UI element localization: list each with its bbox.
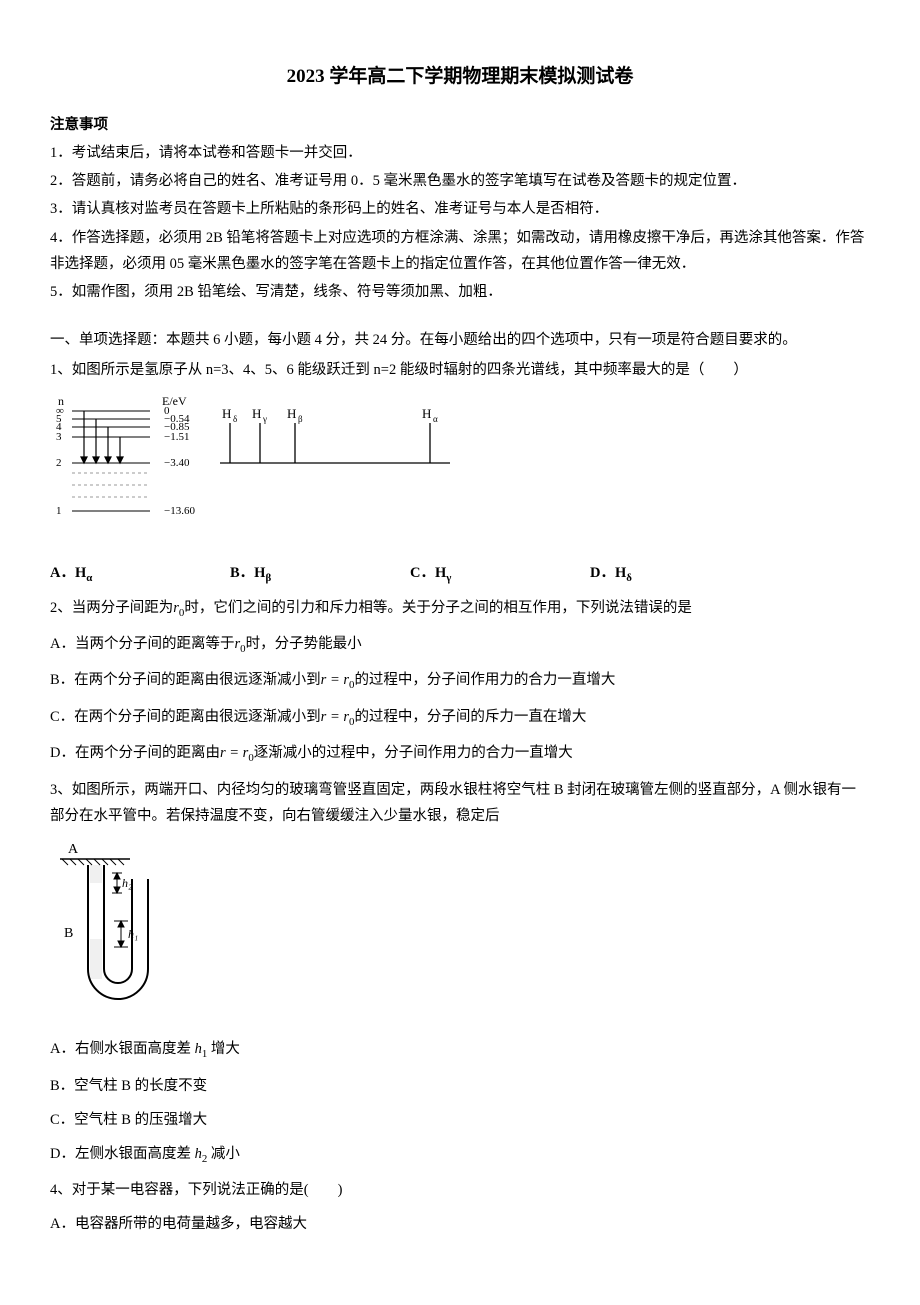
- svg-text:H: H: [287, 406, 296, 421]
- q4-stem: 4、对于某一电容器，下列说法正确的是( ): [50, 1177, 870, 1203]
- q3-opt-a: A．右侧水银面高度差 h1 增大: [50, 1036, 870, 1064]
- q1-opt-c: C．Hγ: [410, 560, 590, 588]
- q3-opt-c: C．空气柱 B 的压强增大: [50, 1107, 870, 1133]
- q3-label-a: A: [68, 842, 79, 857]
- svg-text:β: β: [298, 414, 303, 424]
- q2-opt-c: C．在两个分子间的距离由很远逐渐减小到r = r0的过程中，分子间的斥力一直在增…: [50, 704, 870, 732]
- q1-opt-a: A．Hα: [50, 560, 230, 588]
- q2-stem: 2、当两分子间距为r0时，它们之间的引力和斥力相等。关于分子之间的相互作用，下列…: [50, 595, 870, 623]
- svg-text:H: H: [422, 406, 431, 421]
- q1-options: A．Hα B．Hβ C．Hγ D．Hδ: [50, 560, 870, 588]
- svg-text:H: H: [252, 406, 261, 421]
- svg-text:1: 1: [56, 505, 62, 517]
- svg-text:γ: γ: [262, 414, 267, 424]
- q3-label-b: B: [64, 926, 73, 941]
- q2-opt-b: B．在两个分子间的距离由很远逐渐减小到r = r0的过程中，分子间作用力的合力一…: [50, 667, 870, 695]
- q3-label-h2: h₂: [122, 876, 132, 890]
- svg-text:−13.60: −13.60: [164, 505, 195, 517]
- page-title: 2023 学年高二下学期物理期末模拟测试卷: [50, 60, 870, 94]
- q3-label-h1: h₁: [128, 927, 138, 941]
- instruction-3: 3．请认真核对监考员在答题卡上所粘贴的条形码上的姓名、准考证号与本人是否相符．: [50, 196, 870, 222]
- instruction-4: 4．作答选择题，必须用 2B 铅笔将答题卡上对应选项的方框涂满、涂黑；如需改动，…: [50, 225, 870, 277]
- q1-diagram: n E/eV ∞ 5 4 3 2 1 0 −0.54 −0.85 −1.51 −…: [50, 393, 870, 542]
- section1-intro: 一、单项选择题：本题共 6 小题，每小题 4 分，共 24 分。在每小题给出的四…: [50, 327, 870, 353]
- q4-opt-a: A．电容器所带的电荷量越多，电容越大: [50, 1211, 870, 1237]
- q3-stem: 3、如图所示，两端开口、内径均匀的玻璃弯管竖直固定，两段水银柱将空气柱 B 封闭…: [50, 777, 870, 829]
- q3-diagram: A B: [50, 839, 870, 1018]
- q1-stem: 1、如图所示是氢原子从 n=3、4、5、6 能级跃迁到 n=2 能级时辐射的四条…: [50, 357, 870, 383]
- svg-text:δ: δ: [233, 414, 237, 424]
- instruction-1: 1．考试结束后，请将本试卷和答题卡一并交回．: [50, 140, 870, 166]
- instruction-5: 5．如需作图，须用 2B 铅笔绘、写清楚，线条、符号等须加黑、加粗．: [50, 279, 870, 305]
- q2-opt-a: A．当两个分子间的距离等于r0时，分子势能最小: [50, 631, 870, 659]
- svg-text:−1.51: −1.51: [164, 431, 189, 443]
- svg-text:α: α: [433, 414, 438, 424]
- svg-text:3: 3: [56, 431, 62, 443]
- q1-opt-b: B．Hβ: [230, 560, 410, 588]
- svg-text:−3.40: −3.40: [164, 457, 190, 469]
- notes-heading: 注意事项: [50, 112, 870, 138]
- svg-text:2: 2: [56, 457, 62, 469]
- q2-opt-d: D．在两个分子间的距离由r = r0逐渐减小的过程中，分子间作用力的合力一直增大: [50, 740, 870, 768]
- q3-opt-b: B．空气柱 B 的长度不变: [50, 1073, 870, 1099]
- q1-opt-d: D．Hδ: [590, 560, 770, 588]
- q3-opt-d: D．左侧水银面高度差 h2 减小: [50, 1141, 870, 1169]
- instruction-2: 2．答题前，请务必将自己的姓名、准考证号用 0．5 毫米黑色墨水的签字笔填写在试…: [50, 168, 870, 194]
- svg-text:H: H: [222, 406, 231, 421]
